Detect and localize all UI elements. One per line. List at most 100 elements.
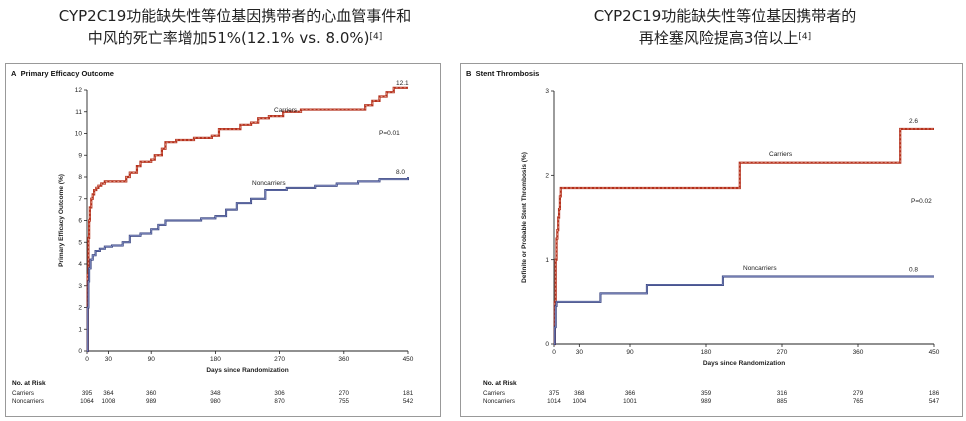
risk-table-cell: 375 [549,390,560,397]
risk-table-cell: 989 [701,398,712,405]
y-tick-label: 3 [545,88,549,95]
noncarriers-series-label: Noncarriers [743,265,777,272]
y-tick-label: 9 [78,152,82,159]
caption-left-line2: 中风的死亡率增加51%(12.1% vs. 8.0%)[4] [0,27,470,49]
carriers-step-line [553,127,934,346]
risk-table-cell: 542 [403,398,414,405]
x-tick-label: 0 [552,349,556,356]
x-axis-title: Days since Randomization [703,360,785,367]
y-tick-label: 6 [78,218,82,225]
y-tick-label: 4 [78,261,82,268]
x-tick-label: 450 [929,349,940,356]
x-tick-label: 270 [274,356,285,363]
carriers-step-line [86,86,408,353]
carriers-series-label: Carriers [769,151,793,158]
risk-table-cell: 364 [103,390,114,397]
risk-table-cell: 181 [403,390,414,397]
risk-table-cell: 1014 [547,398,561,405]
y-tick-label: 2 [545,173,549,180]
p-value-annotation: P=0.02 [911,198,932,205]
y-axis-title: Primary Efficacy Outcome (%) [58,174,65,267]
panel-b-stent-thrombosis: B Stent Thrombosis 0 1 2 3 0 30 90 180 270 360 450… [460,63,963,417]
risk-table-cell: 765 [853,398,864,405]
p-value-annotation: P=0.01 [379,130,400,137]
risk-table-cell: 360 [146,390,157,397]
y-tick-label: 5 [78,239,82,246]
noncarriers-step-line-highlight [87,177,409,352]
risk-table-row-label: Carriers [12,390,34,397]
caption-right-line2: 再栓塞风险提高3倍以上[4] [490,27,960,49]
x-tick-label: 450 [403,356,414,363]
risk-table-cell: 306 [274,390,285,397]
x-tick-label: 30 [576,349,584,356]
risk-table-cell: 755 [339,398,350,405]
caption-right-line2-text: 再栓塞风险提高3倍以上 [638,29,799,47]
caption-right-reference: [4] [798,32,812,42]
y-tick-label: 7 [78,196,82,203]
risk-table-heading: No. at Risk [483,380,517,387]
risk-table-cell: 186 [929,390,940,397]
y-tick-label: 1 [78,326,82,333]
panel-a-primary-efficacy: A Primary Efficacy Outcome 0 1 2 3 4 5 6 7 8 9 10 1… [5,63,441,417]
y-tick-label: 2 [78,305,82,312]
risk-table-cell: 368 [574,390,585,397]
y-tick-label: 8 [78,174,82,181]
noncarriers-series-label: Noncarriers [252,180,286,187]
caption-left-reference: [4] [369,32,383,42]
caption-left: CYP2C19功能缺失性等位基因携带者的心血管事件和 中风的死亡率增加51%(1… [0,5,470,49]
x-tick-label: 360 [338,356,349,363]
risk-table-heading: No. at Risk [12,380,46,387]
noncarriers-end-value: 0.8 [909,267,918,274]
carriers-end-value: 12.1 [396,80,409,87]
risk-table-cell: 316 [777,390,788,397]
caption-right: CYP2C19功能缺失性等位基因携带者的 再栓塞风险提高3倍以上[4] [490,5,960,49]
risk-table-cell: 870 [274,398,285,405]
risk-table-cell: 366 [625,390,636,397]
risk-table-cell: 1004 [572,398,586,405]
risk-table-cell: 989 [146,398,157,405]
y-tick-label: 0 [78,348,82,355]
x-tick-label: 180 [701,349,712,356]
caption-left-line2-text: 中风的死亡率增加51%(12.1% vs. 8.0%) [87,29,370,47]
panel-b-title: B Stent Thrombosis [466,69,540,78]
panel-a-title: A Primary Efficacy Outcome [11,69,114,78]
panel-a-title-text: Primary Efficacy Outcome [20,69,114,78]
x-tick-label: 90 [148,356,156,363]
risk-table-cell: 547 [929,398,940,405]
risk-table-cell: 359 [701,390,712,397]
risk-table-cell: 395 [82,390,93,397]
caption-left-line1: CYP2C19功能缺失性等位基因携带者的心血管事件和 [58,7,412,25]
y-tick-label: 10 [75,131,83,138]
risk-table-cell: 1008 [102,398,116,405]
y-tick-label: 11 [75,109,82,116]
noncarriers-step-line-highlight [554,276,934,345]
risk-table-row-label: Noncarriers [12,398,44,405]
x-tick-label: 90 [626,349,634,356]
panel-b-title-text: Stent Thrombosis [475,69,540,78]
risk-table-cell: 348 [210,390,221,397]
carriers-series-label: Carriers [274,107,298,114]
y-tick-label: 3 [78,283,82,290]
y-axis-title: Definite or Probable Stent Thrombosis (%… [521,152,528,283]
y-tick-label: 12 [75,87,83,94]
risk-table-cell: 270 [339,390,350,397]
y-tick-label: 1 [545,257,549,264]
risk-table-cell: 1064 [80,398,94,405]
risk-table-cell: 1001 [623,398,637,405]
carriers-step-line-dashes [87,87,408,352]
risk-table-row-label: Noncarriers [483,398,515,405]
y-tick-label: 0 [545,341,549,348]
x-tick-label: 0 [85,356,89,363]
noncarriers-step-line [553,275,934,345]
noncarriers-end-value: 8.0 [396,169,405,176]
x-tick-label: 360 [853,349,864,356]
risk-table-row-label: Carriers [483,390,505,397]
x-tick-label: 270 [777,349,788,356]
risk-table-cell: 885 [777,398,788,405]
x-tick-label: 180 [210,356,221,363]
x-axis-title: Days since Randomization [206,367,288,374]
carriers-end-value: 2.6 [909,118,918,125]
risk-table-cell: 980 [210,398,221,405]
